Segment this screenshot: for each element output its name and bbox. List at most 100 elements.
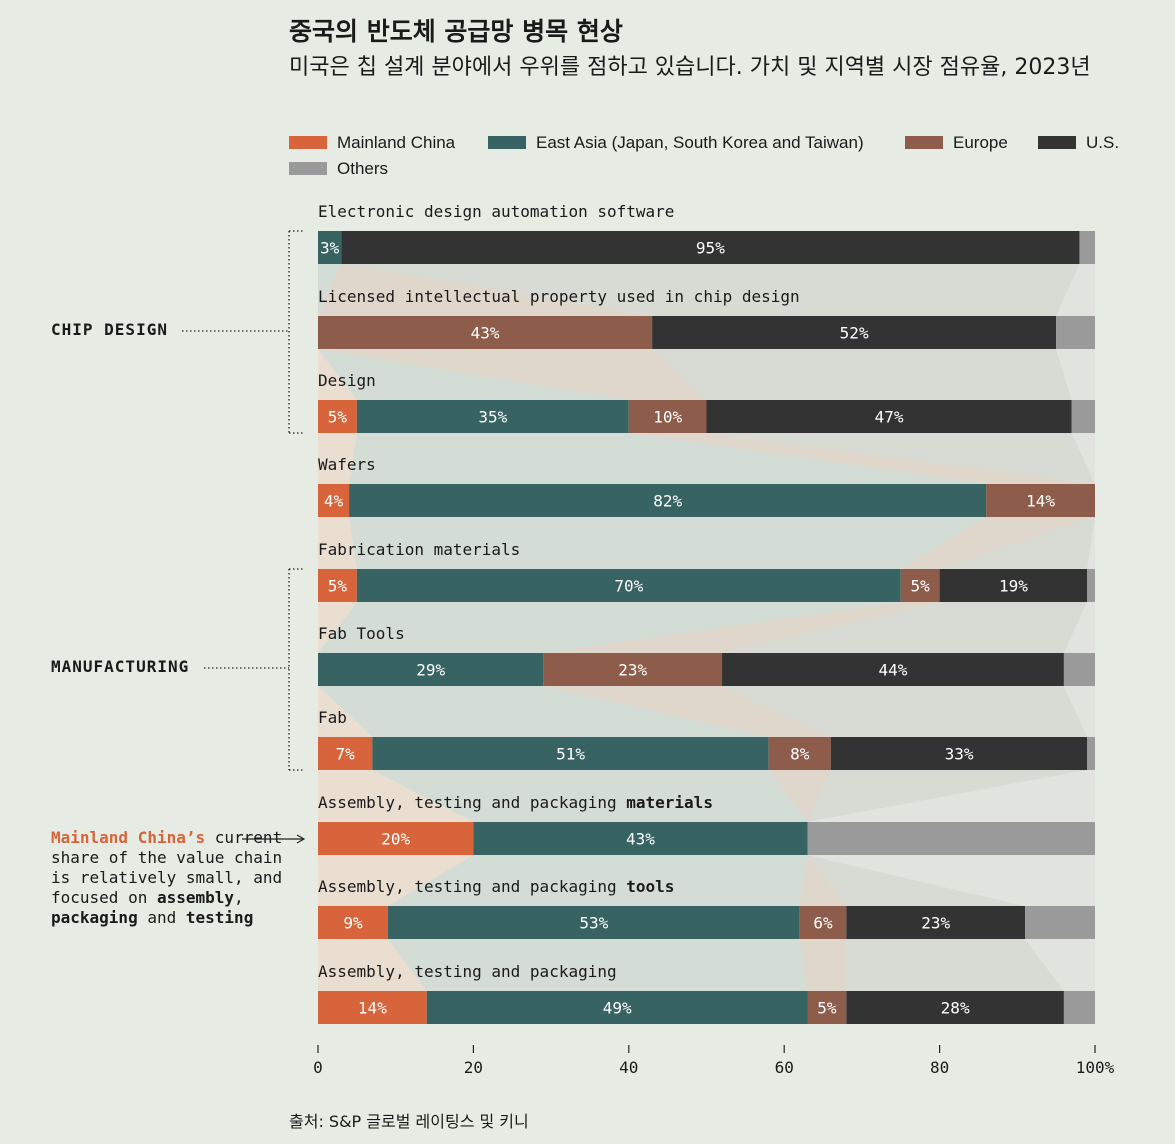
x-tick-label: 20 xyxy=(464,1058,483,1077)
bar-segment xyxy=(1063,991,1095,1024)
data-label: 14% xyxy=(1026,492,1055,511)
connector-ribbon xyxy=(846,939,1064,991)
bar-segment xyxy=(318,400,357,433)
bar-segment xyxy=(652,316,1057,349)
bar-row: Fabrication materials 5% 70% 5% 19% xyxy=(318,540,1095,602)
connector-ribbon xyxy=(799,939,847,991)
note-separator: , xyxy=(234,888,244,907)
legend-item-europe: Europe xyxy=(905,133,1008,153)
connector-ribbon xyxy=(722,602,1088,653)
connector-ribbon xyxy=(1063,686,1095,737)
bar-segment xyxy=(1079,231,1095,264)
bar-row: Assembly, testing and packaging tools 9% 5… xyxy=(318,877,1095,939)
connector-ribbon xyxy=(1071,433,1095,484)
legend-swatch-us xyxy=(1038,136,1076,150)
chart-subtitle: 미국은 칩 설계 분야에서 우위를 점하고 있습니다. 가치 및 지역별 시장 … xyxy=(289,55,1091,80)
connector-ribbon xyxy=(318,602,357,653)
bar-row: Design 5% 35% 10% 47% xyxy=(318,371,1095,433)
legend-item-east-asia: East Asia (Japan, South Korea and Taiwan… xyxy=(488,133,864,153)
legend-label-mainland-china: Mainland China xyxy=(337,133,456,152)
row-label: Wafers xyxy=(318,455,376,474)
connector-ribbon xyxy=(939,517,1095,569)
bar-segment xyxy=(1025,906,1095,939)
row-label-text: Licensed intellectual property used in c… xyxy=(318,287,800,306)
data-label: 7% xyxy=(336,745,356,764)
bar-segment xyxy=(799,906,847,939)
bar-segment xyxy=(387,906,800,939)
note-and: and xyxy=(147,908,177,927)
row-label-text: Electronic design automation software xyxy=(318,202,674,221)
legend-label-europe: Europe xyxy=(953,133,1008,152)
bar-segment xyxy=(900,569,940,602)
source-note: 출처: S&P 글로벌 레이팅스 및 키니 xyxy=(289,1112,529,1131)
bar-segment xyxy=(807,822,1095,855)
legend-swatch-europe xyxy=(905,136,943,150)
bar-segment xyxy=(1063,653,1095,686)
bar-segment xyxy=(846,991,1064,1024)
bar-segment xyxy=(473,822,808,855)
data-label: 29% xyxy=(416,661,445,680)
row-label-bold: materials xyxy=(626,793,713,812)
x-tick-label: 40 xyxy=(619,1058,638,1077)
bar-segment xyxy=(318,484,350,517)
data-label: 52% xyxy=(840,324,869,343)
data-label: 5% xyxy=(328,577,348,596)
row-label-text: Design xyxy=(318,371,376,390)
connector-ribbon xyxy=(318,686,769,737)
data-label: 43% xyxy=(471,324,500,343)
row-label-text: Assembly, testing and packaging xyxy=(318,962,617,981)
group-label-chip-design: CHIP DESIGN xyxy=(51,320,168,339)
data-label: 5% xyxy=(328,408,348,427)
connector-ribbon xyxy=(318,264,653,316)
connector-ribbon xyxy=(807,770,1095,822)
bar-segment xyxy=(986,484,1095,517)
data-label: 23% xyxy=(921,914,950,933)
connector-ribbon xyxy=(628,433,1095,484)
data-label: 28% xyxy=(941,999,970,1018)
bar-row: Assembly, testing and packaging 14% 49% 5% 2… xyxy=(318,962,1095,1024)
row-label: Assembly, testing and packaging tools xyxy=(318,877,674,896)
bar-segment xyxy=(349,484,987,517)
data-label: 20% xyxy=(381,830,410,849)
bracket-manufacturing xyxy=(204,568,304,771)
legend-item-us: U.S. xyxy=(1038,133,1119,153)
connector-ribbon xyxy=(652,349,1072,400)
row-label: Fab Tools xyxy=(318,624,405,643)
bar-segment xyxy=(722,653,1064,686)
data-label: 19% xyxy=(999,577,1028,596)
bar-segment xyxy=(372,737,769,770)
bar-segment xyxy=(846,906,1026,939)
data-label: 6% xyxy=(813,914,833,933)
row-label-text: Fab xyxy=(318,708,347,727)
data-label: 53% xyxy=(579,914,608,933)
bar-row: Licensed intellectual property used in c… xyxy=(318,287,1095,349)
bar-row: Fab Tools 29% 23% 44% xyxy=(318,624,1095,686)
bar-segment xyxy=(318,906,388,939)
bar-segment xyxy=(628,400,707,433)
bar-segment xyxy=(318,653,544,686)
note-text: current share of the value chain is rela… xyxy=(51,828,283,907)
row-label: Licensed intellectual property used in c… xyxy=(318,287,800,306)
row-label: Fabrication materials xyxy=(318,540,520,559)
bar-segment xyxy=(318,569,357,602)
bar-segment xyxy=(318,737,373,770)
bar-segment xyxy=(807,991,847,1024)
bar-segment xyxy=(939,569,1088,602)
x-tick-label: 100% xyxy=(1076,1058,1115,1077)
legend-swatch-mainland-china xyxy=(289,136,327,150)
row-label: Design xyxy=(318,371,376,390)
bar-segment xyxy=(543,653,723,686)
legend-label-east-asia: East Asia (Japan, South Korea and Taiwan… xyxy=(536,133,864,152)
row-label: Electronic design automation software xyxy=(318,202,674,221)
connector-ribbon xyxy=(318,433,357,484)
connector-ribbon xyxy=(807,855,1095,906)
bar-segment xyxy=(830,737,1088,770)
connector-ribbon xyxy=(318,349,707,400)
data-label: 9% xyxy=(343,914,363,933)
row-label-text: Fabrication materials xyxy=(318,540,520,559)
x-tick-label: 80 xyxy=(930,1058,949,1077)
data-label: 8% xyxy=(790,745,810,764)
connector-ribbon xyxy=(318,602,901,653)
data-label: 10% xyxy=(653,408,682,427)
